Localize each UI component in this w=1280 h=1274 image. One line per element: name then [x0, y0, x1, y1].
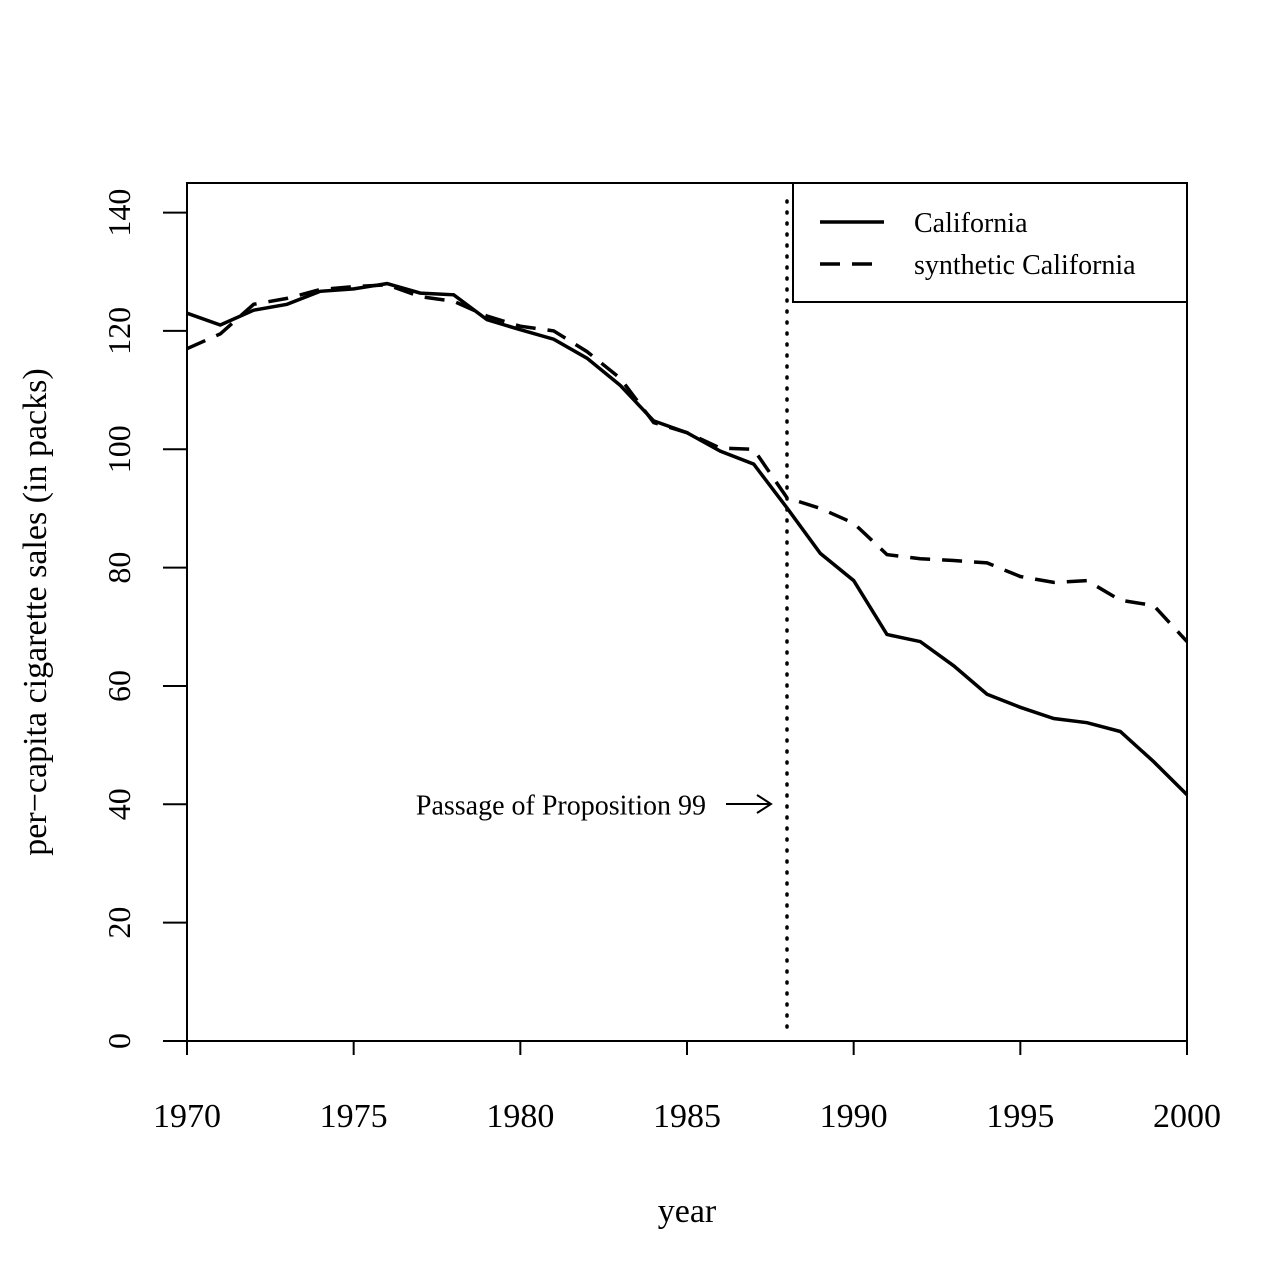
y-tick-label: 140 — [101, 189, 137, 237]
y-tick-label: 120 — [101, 307, 137, 355]
y-axis: 0 20 40 60 80 100 120 140 — [101, 189, 187, 1049]
legend-label-synthetic-california: synthetic California — [914, 250, 1136, 281]
legend: California synthetic California — [792, 182, 1188, 303]
annotation: Passage of Proposition 99 — [416, 790, 773, 821]
y-tick-label: 20 — [101, 907, 137, 939]
x-tick-label: 2000 — [1153, 1098, 1221, 1135]
legend-label-california: California — [914, 208, 1028, 239]
plot-frame — [186, 182, 1188, 1042]
y-tick-label: 100 — [101, 425, 137, 473]
x-tick-label: 1995 — [986, 1098, 1054, 1135]
y-tick-label: 0 — [101, 1033, 137, 1049]
x-axis-label: year — [658, 1193, 717, 1230]
y-tick-label: 80 — [101, 552, 137, 584]
series-line-california — [186, 281, 1189, 797]
y-tick-label: 60 — [101, 670, 137, 702]
series-line-synthetic-california — [186, 283, 1189, 643]
x-tick-label: 1990 — [820, 1098, 888, 1135]
x-tick-label: 1980 — [486, 1098, 554, 1135]
annotation-arrow-head — [756, 794, 773, 814]
x-tick-label: 1970 — [153, 1098, 221, 1135]
annotation-label: Passage of Proposition 99 — [416, 790, 706, 821]
y-axis-label: per−capita cigarette sales (in packs) — [17, 368, 54, 855]
legend-box — [792, 182, 1188, 303]
x-axis: 1970 1975 1980 1985 1990 1995 2000 — [153, 1041, 1221, 1135]
x-tick-label: 1975 — [320, 1098, 388, 1135]
x-tick-label: 1985 — [653, 1098, 721, 1135]
y-tick-label: 40 — [101, 788, 137, 820]
